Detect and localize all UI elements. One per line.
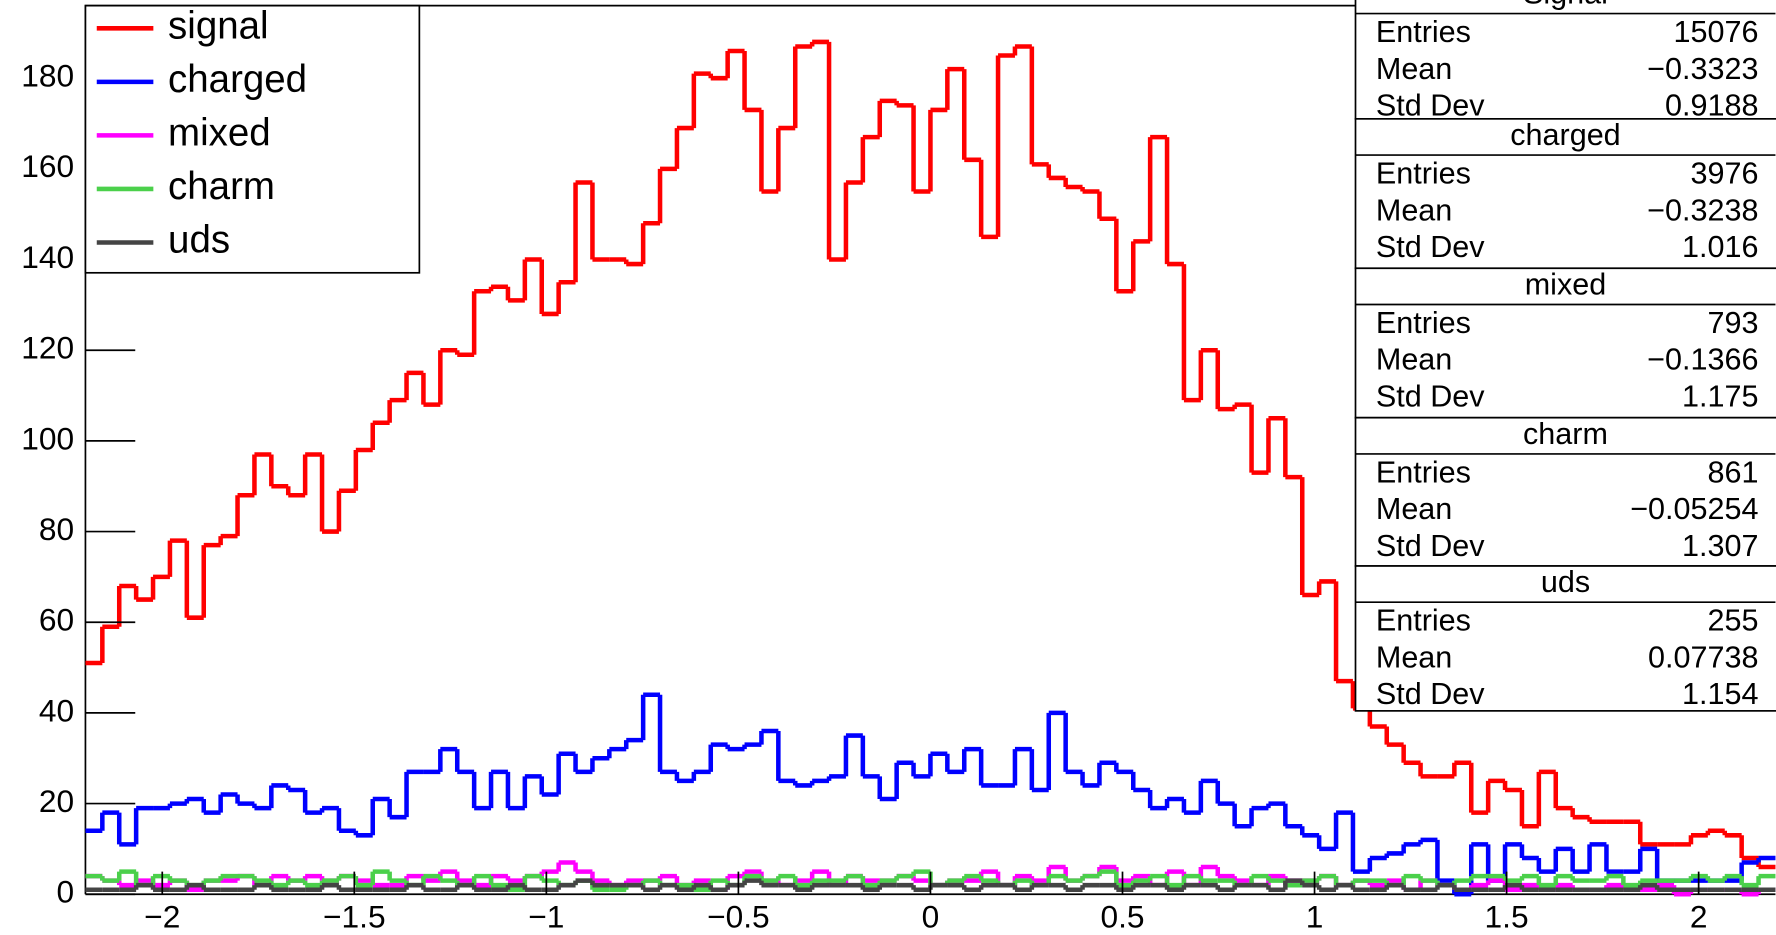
stats-label: Std Dev <box>1376 380 1485 414</box>
y-tick-label: 40 <box>39 692 74 728</box>
stats-value: −0.1366 <box>1647 343 1758 377</box>
stats-label: Std Dev <box>1376 230 1485 264</box>
x-tick-label: −2 <box>144 899 180 935</box>
stats-frame <box>1354 118 1776 270</box>
y-tick-label: 0 <box>56 874 74 910</box>
histogram-step <box>100 41 1761 868</box>
stats-frame <box>1354 565 1776 712</box>
stats-label: Std Dev <box>1376 677 1485 711</box>
y-tick-label: 140 <box>21 239 74 275</box>
stats-label: Mean <box>1376 640 1452 674</box>
y-tick-label: 100 <box>21 420 74 456</box>
x-tick-label: 1.5 <box>1485 899 1529 935</box>
stats-label: Entries <box>1376 15 1471 49</box>
x-tick-label: 2 <box>1690 899 1708 935</box>
stats-value: −0.05254 <box>1630 492 1758 526</box>
stats-value: 1.307 <box>1682 529 1758 563</box>
legend: signal charged mixed charm uds <box>84 4 421 274</box>
x-tick-label: −0.5 <box>707 899 770 935</box>
stats-label: Mean <box>1376 193 1452 227</box>
stats-value: 15076 <box>1674 15 1759 49</box>
x-tick-label: −1.5 <box>323 899 386 935</box>
stats-value: −0.3323 <box>1647 52 1758 86</box>
stats-value: −0.3238 <box>1647 193 1758 227</box>
stats-title: mixed <box>1525 267 1606 301</box>
stats-title: charged <box>1510 118 1620 152</box>
y-tick-label: 80 <box>39 511 74 547</box>
stats-value: 793 <box>1708 306 1759 340</box>
series-signal <box>85 39 1776 870</box>
stats-box: mixed Entries 793 Mean −0.1366 Std Dev 1.175 <box>1354 267 1776 419</box>
stats-label: Mean <box>1376 343 1452 377</box>
legend-label: mixed <box>168 112 271 155</box>
stats-box: Signal Entries 15076 Mean −0.3323 Std Dev 0.91… <box>1354 0 1776 123</box>
stats-label: Entries <box>1376 306 1471 340</box>
y-tick-label: 20 <box>39 783 74 819</box>
series-uds <box>85 878 1776 892</box>
stats-box: charged Entries 3976 Mean −0.3238 Std Dev 1.01… <box>1354 118 1776 270</box>
stats-label: Entries <box>1376 157 1471 191</box>
stats-frame <box>1354 0 1776 120</box>
stats-title: charm <box>1523 417 1608 451</box>
legend-label: uds <box>168 219 230 262</box>
legend-label: signal <box>168 4 269 47</box>
x-tick-label: −1 <box>528 899 564 935</box>
x-tick-label: 1 <box>1306 899 1324 935</box>
stats-value: 0.9188 <box>1665 89 1758 123</box>
stats-label: Entries <box>1376 455 1471 489</box>
stats-title: Signal <box>1523 0 1608 11</box>
stats-value: 1.016 <box>1682 230 1758 264</box>
stats-value: 3976 <box>1691 157 1759 191</box>
y-tick-label: 180 <box>21 58 74 94</box>
stats-frame <box>1354 267 1776 419</box>
series-charged <box>85 692 1776 897</box>
x-tick-label: 0 <box>922 899 940 935</box>
stats-label: Mean <box>1376 492 1452 526</box>
legend-label: charged <box>168 58 307 101</box>
legend-box <box>84 4 421 274</box>
y-tick-label: 120 <box>21 330 74 366</box>
stats-label: Std Dev <box>1376 529 1485 563</box>
stats-value: 1.154 <box>1682 677 1758 711</box>
stats-title: uds <box>1541 565 1590 599</box>
stats-value: 861 <box>1708 455 1759 489</box>
stats-value: 1.175 <box>1682 380 1758 414</box>
stats-label: Std Dev <box>1376 89 1485 123</box>
stats-box: uds Entries 255 Mean 0.07738 Std Dev 1.154 <box>1354 565 1776 712</box>
stats-box: charm Entries 861 Mean −0.05254 Std Dev 1.307 <box>1354 416 1776 567</box>
y-tick-label: 160 <box>21 148 74 184</box>
stats-label: Mean <box>1376 52 1452 86</box>
stats-value: 255 <box>1708 604 1759 638</box>
y-tick-label: 60 <box>39 602 74 638</box>
stats-frame <box>1354 416 1776 567</box>
stats-value: 0.07738 <box>1648 640 1758 674</box>
histogram-step <box>100 694 1761 895</box>
legend-label: charm <box>168 165 275 208</box>
x-tick-label: 0.5 <box>1100 899 1144 935</box>
stats-label: Entries <box>1376 604 1471 638</box>
